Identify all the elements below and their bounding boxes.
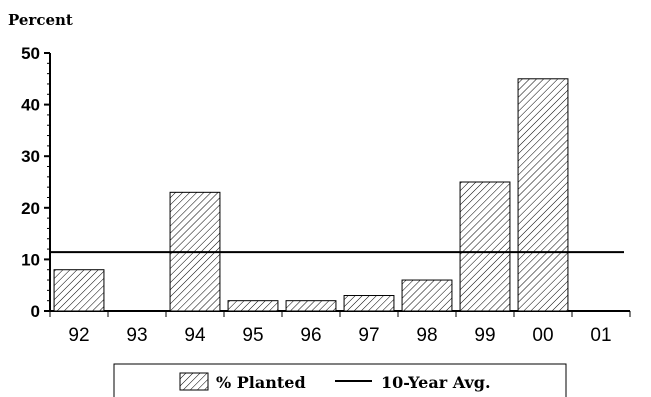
bar-97 [343,295,395,312]
legend-swatch-planted [179,372,209,391]
bars [53,78,569,312]
y-tick-label: 30 [21,147,40,166]
legend-label-planted: % Planted [216,373,306,392]
bar-92 [53,269,105,312]
x-tick-label: 97 [358,325,379,346]
bar-95 [227,300,279,312]
x-tick-label: 99 [474,325,495,346]
x-tick-label: 92 [68,325,89,346]
bar-00 [517,78,569,312]
y-axis-title: Percent [8,11,73,29]
x-tick-label: 93 [126,325,147,346]
y-axis: 0 10 20 30 40 50 [21,44,51,321]
legend: % Planted 10-Year Avg. [113,363,567,397]
bar-98 [401,279,453,312]
bar-99 [459,181,511,312]
legend-label-avg: 10-Year Avg. [381,373,491,392]
x-axis: 92 93 94 95 96 97 98 99 00 01 [49,310,631,346]
x-tick-label: 95 [242,325,263,346]
y-tick-label: 10 [21,250,40,269]
y-tick-label: 20 [21,199,40,218]
x-tick-label: 96 [300,325,321,346]
x-tick-label: 98 [416,325,437,346]
y-tick-label: 0 [31,302,40,321]
x-tick-label: 94 [184,325,206,346]
y-tick-label: 50 [21,44,40,63]
bar-96 [285,300,337,312]
y-tick-label: 40 [21,96,40,115]
x-tick-label: 01 [590,325,611,346]
x-tick-label: 00 [532,325,553,346]
